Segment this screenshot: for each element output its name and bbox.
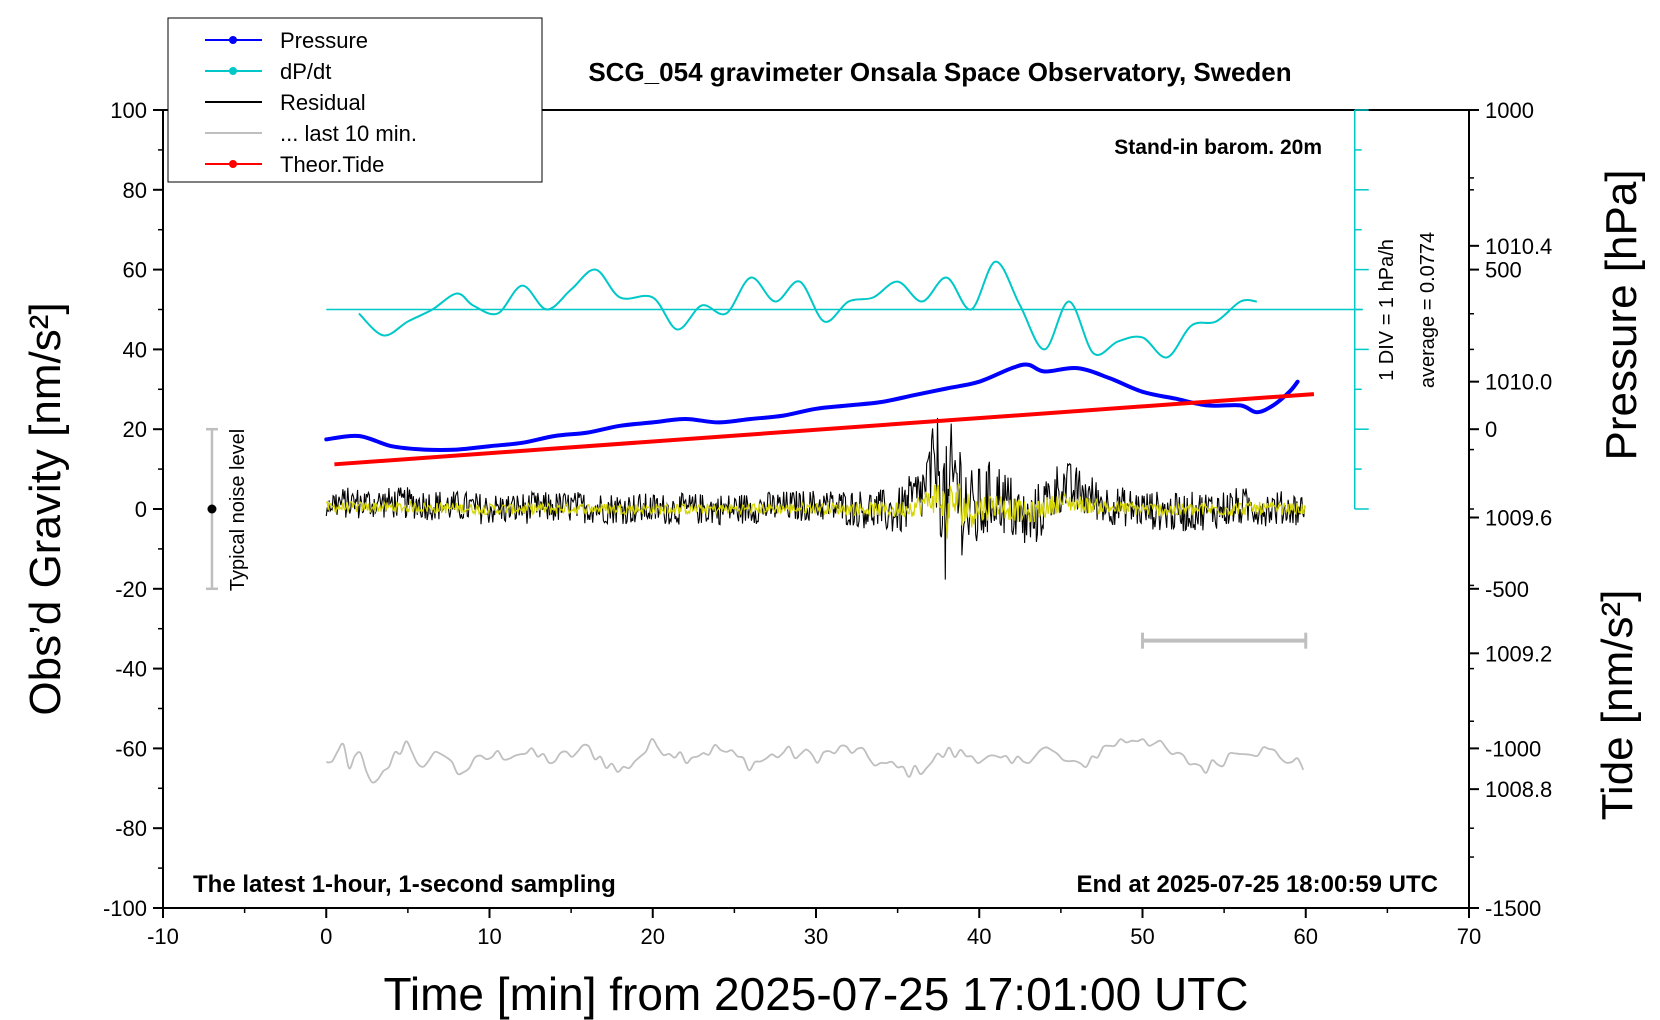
pressure-axis-title: Pressure [hPa]: [1597, 169, 1646, 460]
x-tick-label: 10: [477, 924, 501, 949]
bottom-right-annotation: End at 2025-07-25 18:00:59 UTC: [1077, 871, 1439, 898]
y-left-tick-label: 80: [123, 178, 147, 203]
series-layer: [324, 260, 1363, 784]
barometer-annotation: Stand-in barom. 20m: [1114, 136, 1322, 159]
series-theor-tide: [334, 392, 1315, 467]
legend-box: [167, 17, 543, 183]
pressure-tick-label: 1008.8: [1485, 777, 1552, 802]
tide-axis-title: Tide [nm/s²]: [1593, 590, 1642, 821]
pressure-axis-ticks: 1010.4 1010.0 1009.6 1009.2 1008.8: [1469, 177, 1552, 858]
x-axis-title: Time [min] from 2025-07-25 17:01:00 UTC: [384, 968, 1249, 1020]
y-left-tick-label: -40: [115, 657, 147, 682]
x-axis-ticks: -10 0 10 20 30 40 50 60 70: [147, 908, 1481, 949]
x-tick-label: 70: [1457, 924, 1481, 949]
noise-annotation: Typical noise level: [227, 429, 249, 591]
legend-label: Residual: [280, 90, 366, 115]
y-left-tick-label: 40: [123, 337, 147, 362]
x-tick-label: 30: [804, 924, 828, 949]
pressure-tick-label: 1010.0: [1485, 370, 1552, 395]
left-axis-ticks: 100 80 60 40 20 0 -20 -40 -60 -80 -100: [103, 98, 163, 921]
chart-title: SCG_054 gravimeter Onsala Space Observat…: [588, 57, 1291, 87]
y-left-tick-label: -100: [103, 896, 147, 921]
y-left-tick-label: 0: [135, 497, 147, 522]
series-last-10-min: [326, 737, 1305, 784]
noise-level-indicator: [205, 427, 218, 591]
tide-tick-label: 1000: [1485, 98, 1534, 123]
tide-tick-label: 0: [1485, 417, 1497, 442]
legend-label: Pressure: [280, 28, 368, 53]
x-tick-label: 60: [1294, 924, 1318, 949]
bottom-left-annotation: The latest 1-hour, 1-second sampling: [193, 871, 616, 898]
legend-label: ... last 10 min.: [280, 121, 417, 146]
y-left-tick-label: -20: [115, 577, 147, 602]
legend: Pressure dP/dt Residual ... last 10 min. The…: [167, 17, 543, 183]
series-dpdt: [358, 260, 1257, 359]
legend-marker: [229, 67, 237, 75]
average-annotation: average = 0.0774: [1417, 232, 1439, 388]
y-left-tick-label: 20: [123, 417, 147, 442]
last-10-min-bar: [1141, 632, 1308, 649]
x-tick-label: 0: [320, 924, 332, 949]
series-residual: [325, 417, 1306, 580]
x-tick-label: 50: [1130, 924, 1154, 949]
tide-tick-label: -1500: [1485, 896, 1541, 921]
tide-tick-label: -500: [1485, 577, 1529, 602]
left-axis-title: Obs’d Gravity [nm/s²]: [21, 302, 70, 715]
tide-tick-label: 500: [1485, 258, 1522, 283]
x-tick-label: 20: [641, 924, 665, 949]
pressure-tick-label: 1009.6: [1485, 505, 1552, 530]
y-left-tick-label: -80: [115, 816, 147, 841]
pressure-tick-label: 1010.4: [1485, 234, 1552, 259]
x-tick-label: -10: [147, 924, 179, 949]
noise-center-dot: [207, 504, 217, 514]
pressure-tick-label: 1009.2: [1485, 641, 1552, 666]
legend-label: Theor.Tide: [280, 152, 384, 177]
tide-tick-label: -1000: [1485, 736, 1541, 761]
div-annotation: 1 DIV = 1 hPa/h: [1376, 239, 1398, 381]
legend-marker: [229, 160, 237, 168]
y-left-tick-label: 100: [110, 98, 147, 123]
legend-label: dP/dt: [280, 59, 331, 84]
tide-axis-ticks: 1000 500 0 -500 -1000 -1500: [1469, 98, 1541, 921]
legend-marker: [229, 36, 237, 44]
series-residual-filtered: [325, 483, 1306, 539]
y-left-tick-label: 60: [123, 258, 147, 283]
y-left-tick-label: -60: [115, 736, 147, 761]
x-tick-label: 40: [967, 924, 991, 949]
